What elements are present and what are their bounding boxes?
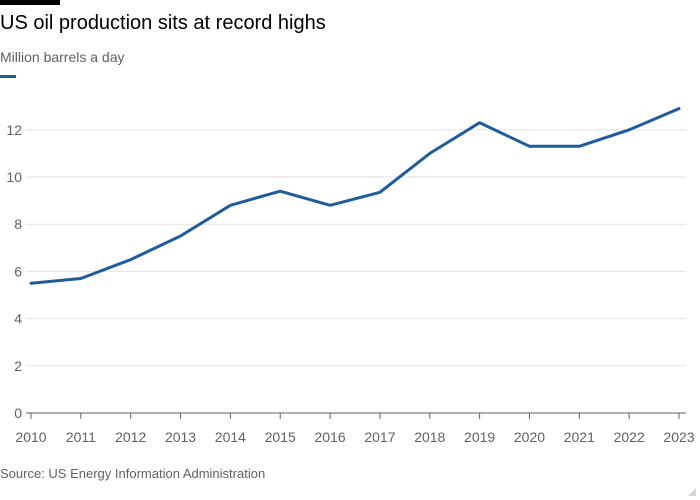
brand-bar [0,0,60,5]
x-tick-label: 2015 [265,429,296,445]
x-tick-label: 2012 [115,429,146,445]
corner-mark [688,488,696,496]
x-tick-label: 2016 [314,429,345,445]
x-tick-label: 2010 [15,429,46,445]
y-tick-label: 8 [14,216,22,232]
x-tick-label: 2020 [514,429,545,445]
x-tick-label: 2017 [364,429,395,445]
x-tick-label: 2019 [464,429,495,445]
x-tick-label: 2023 [663,429,694,445]
x-tick-label: 2021 [564,429,595,445]
x-tick-label: 2013 [165,429,196,445]
chart-subtitle: Million barrels a day [0,49,125,65]
source-note: Source: US Energy Information Administra… [0,466,266,481]
x-tick-label: 2018 [414,429,445,445]
x-tick-label: 2022 [614,429,645,445]
y-tick-label: 0 [14,405,22,421]
x-tick-label: 2014 [215,429,246,445]
y-tick-label: 12 [6,122,22,138]
y-tick-label: 2 [14,358,22,374]
y-tick-label: 10 [6,169,22,185]
y-tick-label: 4 [14,311,22,327]
y-tick-label: 6 [14,263,22,279]
chart-title: US oil production sits at record highs [0,12,326,34]
series-line [29,107,681,285]
legend-swatch [0,75,16,78]
x-tick-label: 2011 [66,429,96,445]
